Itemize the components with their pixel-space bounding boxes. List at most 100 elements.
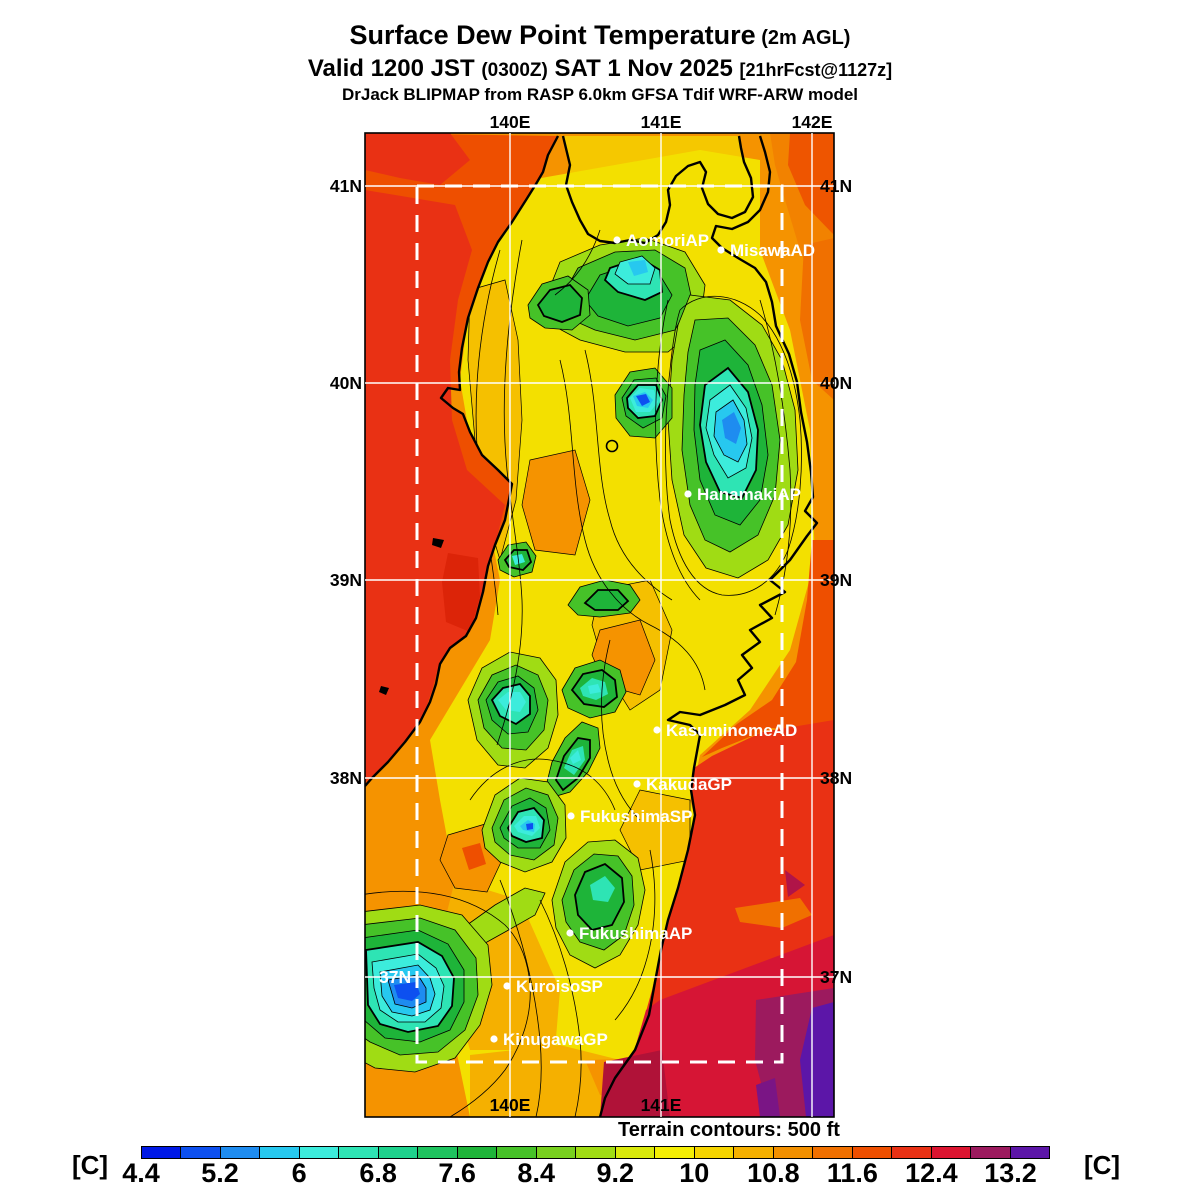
model-domain-boundary [415, 184, 784, 1064]
lat-label-right-41N: 41N [820, 176, 852, 196]
lake-towada [605, 439, 619, 453]
station-marker [613, 236, 621, 244]
station-marker [633, 780, 641, 788]
valid-date: SAT 1 Nov 2025 [547, 55, 740, 82]
valid-fcst: [21hrFcst@1127z] [739, 60, 893, 80]
colorbar-segment-19 [892, 1147, 932, 1158]
colorbar-tick-11.6: 11.6 [826, 1158, 878, 1188]
colorbar-segment-10 [536, 1147, 577, 1158]
colorbar-segment-18 [852, 1147, 893, 1158]
station-marker [653, 726, 661, 734]
colorbar-tick-7.6: 7.6 [438, 1158, 476, 1188]
colorbar-segment-3 [260, 1147, 300, 1158]
colorbar-tick-10: 10 [679, 1158, 710, 1188]
station-KasuminomeAD: KasuminomeAD [653, 721, 797, 740]
station-marker [684, 490, 692, 498]
valid-zulu: (0300Z) [481, 60, 548, 81]
station-FukushimaAP: FukushimaAP [566, 924, 692, 943]
lat-label-right-39N: 39N [820, 570, 852, 590]
colorbar-tick-8.4: 8.4 [517, 1158, 555, 1188]
lat-label-left-37N: 37N [379, 967, 411, 987]
colorbar-segment-22 [1010, 1147, 1050, 1158]
colorbar-tick-6: 6 [291, 1158, 307, 1188]
station-MisawaAD: MisawaAD [717, 241, 815, 260]
colorbar-segment-9 [497, 1147, 537, 1158]
colorbar [141, 1146, 1050, 1159]
colorbar-tick-10.8: 10.8 [747, 1158, 800, 1188]
colorbar-tick-5.2: 5.2 [201, 1158, 239, 1188]
colorbar-tick-4.4: 4.4 [122, 1158, 160, 1188]
station-layer: AomoriAP MisawaAD HanamakiAP KasuminomeAD Ka… [490, 231, 815, 1049]
lat-label-right-37N: 37N [820, 967, 852, 987]
page-title: Surface Dew Point Temperature (2m AGL) [0, 20, 1200, 51]
colorbar-tick-13.2: 13.2 [984, 1158, 1037, 1188]
title-suffix: (2m AGL) [755, 27, 851, 49]
station-marker [566, 929, 574, 937]
colorbar-tick-12.4: 12.4 [905, 1158, 958, 1188]
map-field [365, 133, 834, 1117]
axis-labels: 140E 140E 141E 141E 142E 41N 41N 40N 40N 39N 39N 38… [330, 112, 852, 1115]
lon-label-top-142E: 142E [792, 112, 833, 132]
valid-prefix: Valid 1200 JST [307, 55, 482, 82]
station-label: FukushimaAP [579, 924, 692, 943]
lat-label-left-39N: 39N [330, 570, 362, 590]
station-KakudaGP: KakudaGP [633, 775, 732, 794]
colorbar-tick-labels: 4.4 5.2 6 6.8 7.6 8.4 9.2 10 10.8 11.6 12.4 13.2 [122, 1158, 1050, 1190]
lat-label-left-41N: 41N [330, 176, 362, 196]
station-label: KinugawaGP [503, 1030, 608, 1049]
model-line: DrJack BLIPMAP from RASP 6.0km GFSA Tdif… [341, 85, 859, 104]
lat-label-left-40N: 40N [330, 373, 362, 393]
lon-label-bottom-141E: 141E [641, 1095, 682, 1115]
colorbar-segment-8 [457, 1147, 498, 1158]
terrain-contours [365, 229, 802, 1117]
coastline [365, 135, 819, 1117]
colorbar-segment-2 [220, 1147, 261, 1158]
station-label: HanamakiAP [697, 485, 801, 504]
station-label: KakudaGP [646, 775, 732, 794]
terrain-contour-note: Terrain contours: 500 ft [618, 1119, 840, 1141]
station-KuroisoSP: KuroisoSP [503, 977, 603, 996]
lon-label-top-140E: 140E [490, 112, 531, 132]
colorbar-segment-1 [181, 1147, 221, 1158]
map-frame [364, 132, 835, 1118]
lon-label-bottom-140E: 140E [490, 1095, 531, 1115]
colorbar-segment-17 [813, 1147, 853, 1158]
colorbar-segment-4 [299, 1147, 340, 1158]
title-main: Surface Dew Point Temperature [349, 20, 756, 50]
colorbar-segment-16 [773, 1147, 814, 1158]
station-KinugawaGP: KinugawaGP [490, 1030, 608, 1049]
station-marker [503, 982, 511, 990]
station-FukushimaSP: FukushimaSP [567, 807, 692, 826]
colorbar-segment-15 [734, 1147, 774, 1158]
colorbar-segment-5 [339, 1147, 379, 1158]
colorbar-segment-12 [615, 1147, 656, 1158]
station-label: MisawaAD [730, 241, 815, 260]
station-marker [490, 1035, 498, 1043]
valid-time-line: Valid 1200 JST (0300Z) SAT 1 Nov 2025 [2… [0, 55, 1200, 83]
colorbar-segment-11 [576, 1147, 616, 1158]
station-label: KuroisoSP [516, 977, 603, 996]
colorbar-segment-21 [971, 1147, 1011, 1158]
lat-label-right-38N: 38N [820, 768, 852, 788]
colorbar-tick-6.8: 6.8 [359, 1158, 397, 1188]
station-label: AomoriAP [626, 231, 709, 250]
station-HanamakiAP: HanamakiAP [684, 485, 801, 504]
station-label: FukushimaSP [580, 807, 692, 826]
colorbar-segment-14 [694, 1147, 735, 1158]
lon-label-top-141E: 141E [641, 112, 682, 132]
lat-label-right-40N: 40N [820, 373, 852, 393]
station-marker [567, 812, 575, 820]
colorbar-unit-right: [C] [1084, 1150, 1121, 1180]
colorbar-segment-13 [655, 1147, 695, 1158]
colorbar-tick-9.2: 9.2 [596, 1158, 635, 1188]
colorbar-segment-6 [378, 1147, 419, 1158]
colorbar-unit-left: [C] [72, 1150, 109, 1180]
latlon-gridlines [365, 133, 834, 1117]
station-label: KasuminomeAD [666, 721, 797, 740]
station-marker [717, 246, 725, 254]
station-AomoriAP: AomoriAP [613, 231, 709, 250]
lat-label-left-38N: 38N [330, 768, 362, 788]
colorbar-segment-20 [931, 1147, 972, 1158]
